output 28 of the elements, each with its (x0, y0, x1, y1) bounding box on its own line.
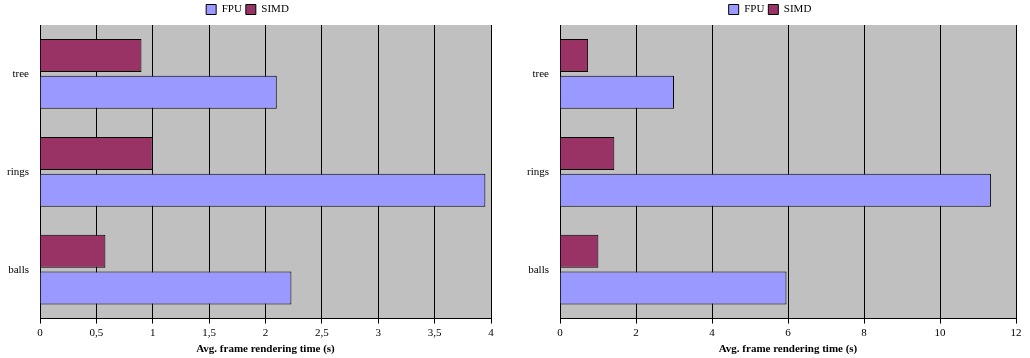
x-axis-title: Avg. frame rendering time (s) (718, 342, 858, 356)
x-tick-label: 0 (557, 326, 564, 339)
legend-label: FPU (744, 2, 765, 15)
x-tick-label: 12 (1010, 326, 1022, 339)
x-tick-label: 1 (150, 326, 156, 339)
x-tick-label: 3 (375, 326, 382, 339)
legend-label: SIMD (783, 2, 812, 15)
x-tick-label: 0 (37, 326, 44, 339)
x-tick-label: 2 (262, 326, 269, 339)
x-tick-label: 3,5 (427, 326, 442, 339)
x-tick-label: 10 (934, 326, 946, 339)
y-tick-label: balls (8, 262, 29, 275)
x-tick-label: 1,5 (202, 326, 217, 339)
x-tick-label: 2 (633, 326, 639, 339)
x-tick-label: 8 (861, 326, 868, 339)
y-tick-label: rings (7, 164, 29, 177)
y-tick-label: rings (527, 164, 549, 177)
y-tick-label: balls (528, 262, 549, 275)
y-tick-label: tree (532, 66, 550, 79)
x-tick-label: 4 (709, 326, 716, 339)
x-tick-label: 0,5 (89, 326, 104, 339)
y-tick-label: tree (12, 66, 30, 79)
legend-label: FPU (221, 2, 242, 15)
legend-label: SIMD (261, 2, 289, 15)
x-tick-label: 2,5 (315, 326, 330, 339)
x-axis-title: Avg. frame rendering time (s) (196, 342, 336, 356)
x-tick-label: 6 (785, 326, 792, 339)
x-tick-label: 4 (488, 326, 495, 339)
